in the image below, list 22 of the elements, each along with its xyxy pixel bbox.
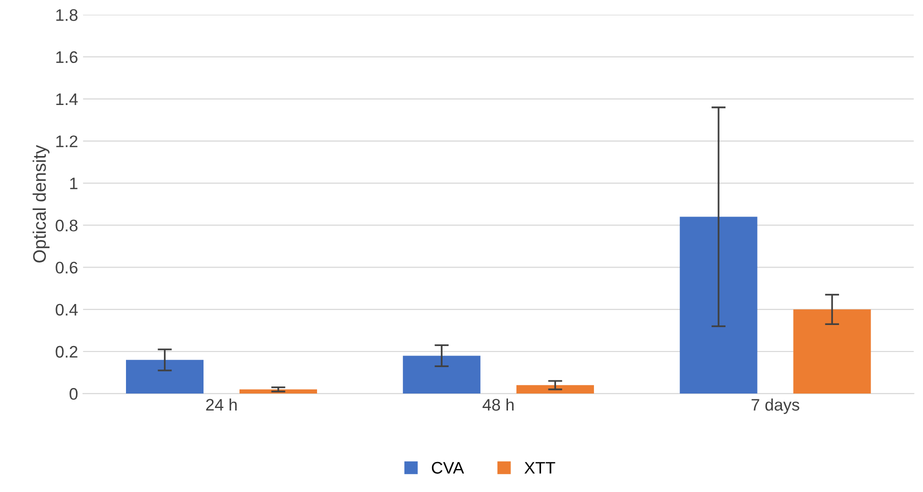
y-tick-label: 1.4 [56,94,78,105]
bar [680,216,758,394]
x-tick-label: 24 h [206,398,237,411]
x-tick-label: 7 days [752,398,800,414]
y-tick-label: 0.8 [56,220,78,232]
legend-label: XTT [524,462,556,474]
bar [793,309,871,394]
bar [126,360,204,394]
legend-label: CVA [432,462,464,474]
y-tick-label: 0.6 [56,262,78,274]
y-tick-label: 1.8 [56,9,78,21]
y-tick-label: 0.2 [56,346,78,358]
y-tick-label: 1 [70,178,78,190]
y-tick-label: 0 [70,388,78,400]
y-tick-label: 1.6 [56,51,78,64]
y-tick-label: 0.4 [56,304,78,316]
x-tick-label: 48 h [482,398,514,411]
y-tick-label: 1.2 [56,135,78,148]
bar [240,389,318,394]
bar [516,385,594,394]
bar [402,356,480,394]
y-axis-title: Optical density [32,145,50,263]
